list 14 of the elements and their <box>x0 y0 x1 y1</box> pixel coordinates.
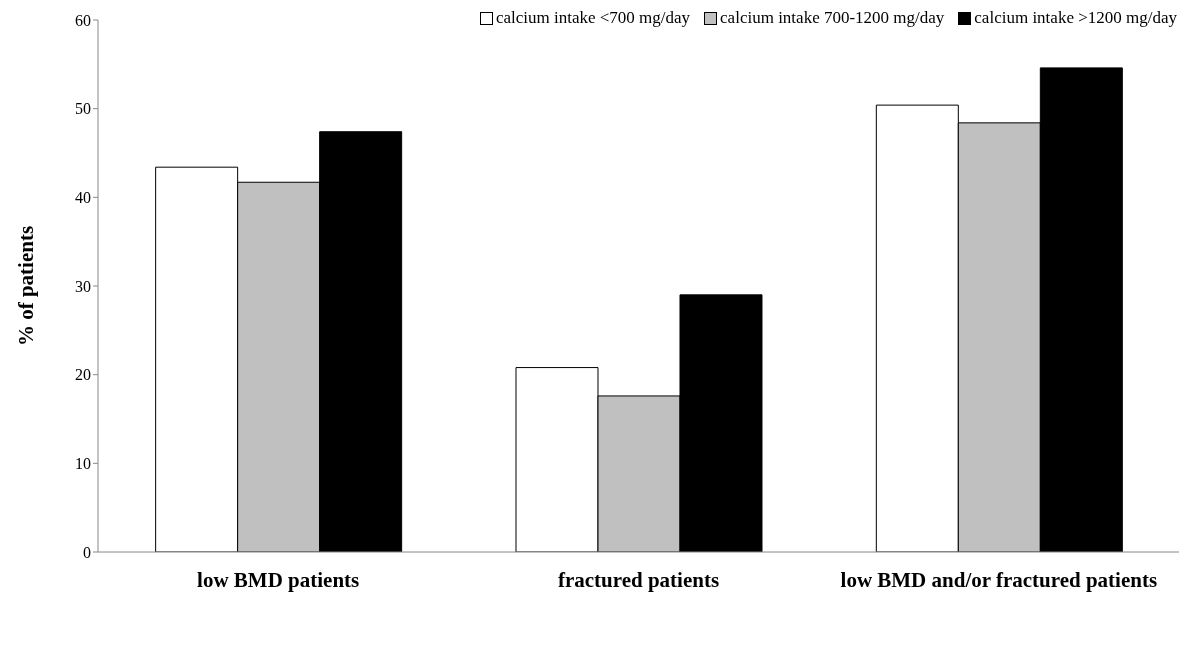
y-tick-label: 60 <box>75 11 91 29</box>
y-tick-label: 30 <box>75 277 91 295</box>
y-tick-label: 0 <box>83 543 91 561</box>
x-tick-label: low BMD and/or fractured patients <box>840 567 1158 592</box>
legend-label: calcium intake >1200 mg/day <box>973 8 1177 28</box>
y-tick-label: 10 <box>75 455 91 473</box>
x-tick-label: low BMD patients <box>197 567 360 592</box>
legend-label: calcium intake <700 mg/day <box>494 8 691 28</box>
y-tick-label: 50 <box>75 100 91 118</box>
legend-label: calcium intake 700-1200 mg/day <box>719 8 945 28</box>
y-tick-label: 20 <box>75 366 91 384</box>
y-axis-title: % of patients <box>14 225 39 347</box>
x-tick-label: fractured patients <box>557 567 720 592</box>
y-tick-label: 40 <box>75 189 91 207</box>
